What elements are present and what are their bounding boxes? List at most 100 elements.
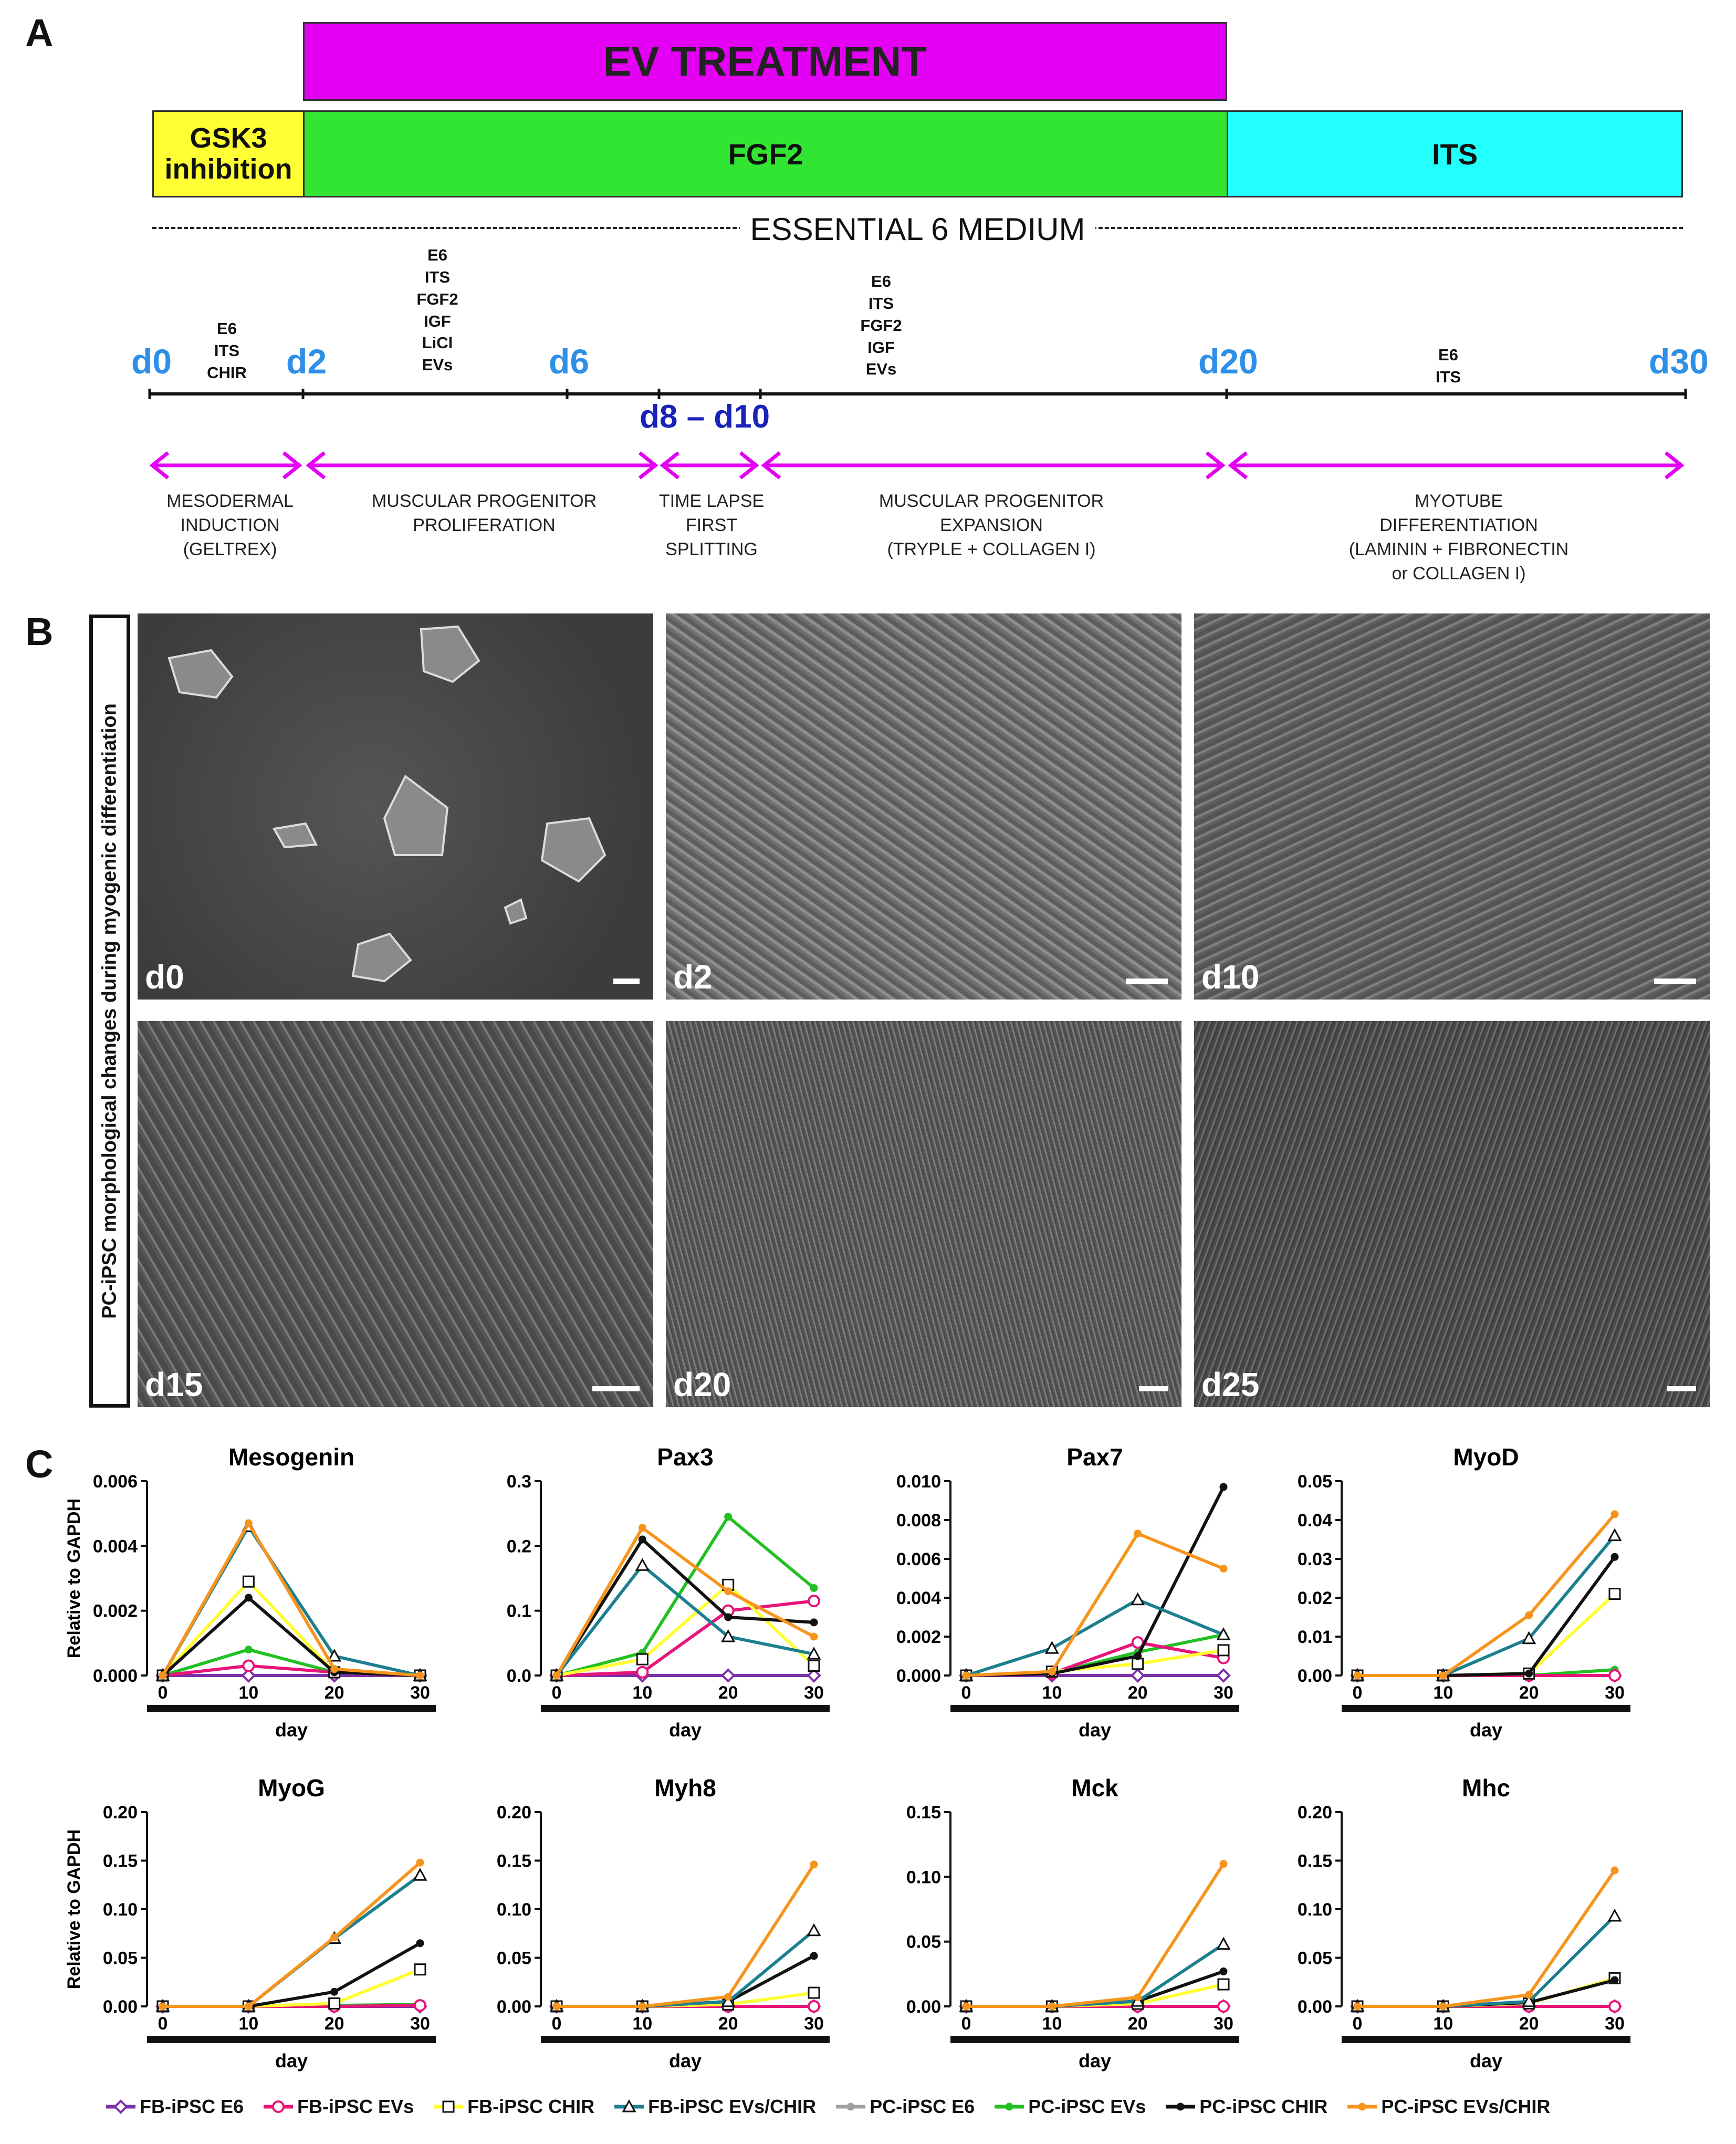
x-tick-label: 0: [961, 1683, 971, 1703]
data-point: [1610, 1866, 1619, 1875]
micrograph-d10: d10: [1194, 613, 1710, 1000]
day-d30: d30: [1649, 342, 1709, 381]
chart-title: Mhc: [1462, 1774, 1510, 1802]
x-tick-label: 0: [158, 2014, 168, 2034]
chart-mesogenin: Mesogenin 0.000 0.002 0.004 0.006 0 10 20 30 day R…: [64, 1443, 436, 1741]
y-tick-label: 0.05: [906, 1932, 941, 1952]
series-line: [556, 1599, 814, 1677]
x-tick-label: 30: [804, 1683, 824, 1703]
x-tick-label: 20: [1128, 1683, 1148, 1703]
series-line: [966, 1943, 1225, 2008]
y-tick-label: 0.10: [497, 1900, 531, 1920]
legend-label: PC-iPSC CHIR: [1199, 2096, 1328, 2117]
data-point: [1439, 1671, 1447, 1680]
legend-symbol: [272, 2100, 285, 2113]
data-point: [1132, 1658, 1144, 1670]
x-axis-label: day: [669, 1719, 702, 1741]
micrograph-d25: d25: [1194, 1021, 1710, 1407]
time-bar: [950, 2036, 1239, 2043]
x-axis-label: day: [1079, 2050, 1111, 2072]
media-d20-d30: E6 ITS: [1435, 346, 1461, 386]
y-tick-label: 0.15: [906, 1803, 941, 1823]
data-point: [1522, 1994, 1536, 2007]
data-point: [810, 1860, 818, 1869]
series-line: [1357, 1976, 1615, 2008]
scale-bar: [1126, 979, 1168, 984]
time-bar: [541, 2036, 830, 2043]
x-tick-label: 30: [1214, 1683, 1233, 1703]
series-line: [966, 1641, 1224, 1677]
y-tick-label: 0.000: [896, 1666, 941, 1686]
data-point: [416, 1939, 424, 1948]
legend-label: FB-iPSC EVs: [297, 2096, 414, 2117]
chart-title: MyoG: [258, 1774, 325, 1802]
timeline-axis: [148, 389, 1687, 480]
data-point: [808, 1595, 820, 1608]
micrograph-label: d0: [145, 958, 184, 996]
colonies-image: [168, 625, 606, 983]
series-line: [1357, 1534, 1616, 1677]
day-d6: d6: [549, 342, 590, 381]
chart-mhc: Mhc 0.00 0.05 0.10 0.15 0.20 0 10 20 30 day: [1298, 1774, 1630, 2072]
scale-bar: [592, 1386, 640, 1391]
fgf2-label: FGF2: [728, 137, 803, 171]
x-tick-label: 30: [804, 2014, 824, 2034]
its-label: ITS: [1431, 137, 1478, 171]
legend-item: FB-iPSC CHIR: [433, 2096, 594, 2118]
legend-label: PC-iPSC EVs/CHIR: [1381, 2096, 1551, 2117]
y-tick-label: 0.00: [497, 1997, 531, 2017]
series-line: [966, 1532, 1225, 1677]
x-axis-label: day: [1470, 2050, 1502, 2072]
panel-a-letter: A: [25, 11, 54, 55]
micrograph-d20: d20: [666, 1021, 1181, 1407]
legend-marker: [995, 2103, 1024, 2111]
gsk3-bar: GSK3 inhibition: [152, 110, 305, 197]
micrograph-label: d15: [145, 1366, 203, 1403]
x-tick-label: 20: [1128, 2014, 1148, 2034]
data-point: [962, 2002, 970, 2011]
chart-myog: MyoG 0.00 0.05 0.10 0.15 0.20 0 10 20 30 day Relati…: [64, 1774, 436, 2072]
x-tick-label: 0: [1353, 2014, 1363, 2034]
legend-item: FB-iPSC EVs/CHIR: [613, 2096, 816, 2118]
medium-line: ESSENTIAL 6 MEDIUM: [152, 211, 1683, 247]
legend-marker: [1347, 2103, 1377, 2111]
scale-bar: [1667, 1386, 1696, 1391]
x-tick-label: 30: [1605, 1683, 1625, 1703]
data-point: [1131, 1592, 1145, 1606]
micrograph-d0: d0: [138, 613, 653, 1000]
x-tick-label: 30: [1605, 2014, 1625, 2034]
y-tick-label: 0.03: [1298, 1549, 1332, 1569]
x-tick-label: 10: [1042, 2014, 1062, 2034]
series-line: [555, 1563, 814, 1677]
data-point: [414, 1963, 426, 1976]
x-tick-label: 10: [1433, 1683, 1453, 1703]
y-tick-label: 0.20: [497, 1803, 531, 1823]
data-point: [721, 1994, 736, 2007]
data-point: [807, 1668, 821, 1683]
micrograph-label: d10: [1201, 958, 1260, 996]
data-point: [808, 1986, 820, 1999]
data-point: [1525, 1991, 1533, 1999]
legend-symbol: [1005, 2103, 1013, 2111]
chart-title: Mck: [1071, 1774, 1118, 1802]
x-tick-label: 10: [632, 2014, 652, 2034]
gsk3-label: GSK3 inhibition: [164, 122, 292, 185]
data-point: [1353, 1671, 1362, 1680]
micrograph-d15: d15: [138, 1021, 653, 1407]
x-tick-label: 10: [1433, 2014, 1453, 2034]
data-point: [327, 1648, 342, 1662]
legend-symbol: [846, 2103, 855, 2111]
micrograph-label: d20: [673, 1366, 731, 1403]
data-point: [1044, 1641, 1059, 1654]
x-tick-label: 0: [961, 2014, 971, 2034]
data-point: [810, 1618, 818, 1627]
legend-item: PC-iPSC EVs/CHIR: [1346, 2096, 1550, 2118]
micrograph-label: d25: [1201, 1366, 1260, 1403]
chart-title: Pax7: [1066, 1443, 1123, 1471]
y-tick-label: 0.3: [507, 1472, 531, 1492]
data-point: [1525, 1669, 1533, 1678]
x-tick-label: 20: [718, 2014, 738, 2034]
ev-treatment-bar: EV TREATMENT: [303, 22, 1227, 101]
legend-item: FB-iPSC E6: [105, 2096, 244, 2118]
legend-label: FB-iPSC CHIR: [467, 2096, 595, 2117]
